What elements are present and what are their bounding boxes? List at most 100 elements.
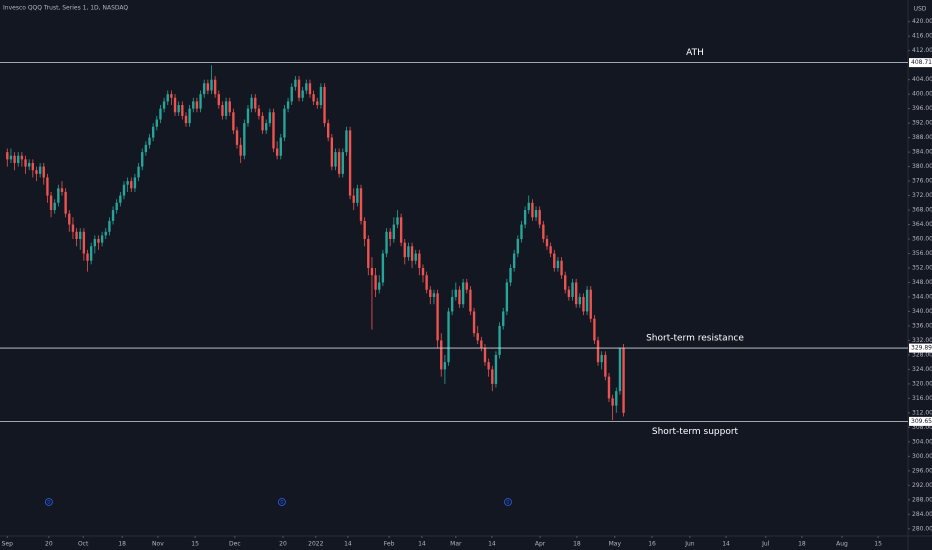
candle-body <box>465 282 468 290</box>
y-tick-label: 376.00 <box>912 178 932 185</box>
candle-body <box>290 86 293 102</box>
candle-body <box>622 347 625 413</box>
y-tick-label: 296.00 <box>912 467 932 474</box>
y-tick-label: 380.00 <box>912 163 932 170</box>
level-price-label: 408.71 <box>911 59 932 66</box>
candle-body <box>133 177 137 189</box>
y-tick-label: 284.00 <box>912 511 932 518</box>
x-tick-label: 15 <box>191 541 199 548</box>
y-tick-label: 356.00 <box>912 250 932 257</box>
y-tick-label: 352.00 <box>912 265 932 272</box>
candle-body <box>49 195 53 211</box>
candle-body <box>27 162 31 167</box>
y-tick-label: 324.00 <box>912 366 932 373</box>
level-price-label: 309.65 <box>911 418 932 425</box>
candle-body <box>378 282 381 290</box>
candle-body <box>151 126 155 138</box>
y-tick-label: 392.00 <box>912 120 932 127</box>
candle-body <box>297 79 301 98</box>
x-tick-label: 2022 <box>308 541 323 548</box>
candle-body <box>305 83 308 91</box>
candle-body <box>545 239 549 247</box>
candle-body <box>520 224 523 240</box>
y-tick-label: 388.00 <box>912 134 932 141</box>
y-tick-label: 320.00 <box>912 380 932 387</box>
level-annotation: ATH <box>686 48 704 58</box>
candle-body <box>480 340 483 348</box>
candle-body <box>421 268 425 276</box>
candle-body <box>192 101 195 109</box>
chart-title: Invesco QQQ Trust, Series 1, 1D, NASDAQ <box>3 5 128 12</box>
candle-body <box>203 83 206 95</box>
level-price-box <box>909 416 932 426</box>
candle-body <box>316 101 319 106</box>
candle-body <box>53 202 56 211</box>
candle-body <box>454 289 458 297</box>
candle-body <box>593 318 596 341</box>
candle-body <box>119 195 122 203</box>
candle-body <box>578 296 581 305</box>
x-tick-label: Apr <box>535 541 546 548</box>
event-marker <box>504 498 512 506</box>
candle-body <box>137 166 140 178</box>
y-tick-label: 304.00 <box>912 438 932 445</box>
y-tick-label: 308.00 <box>912 424 932 431</box>
candle-body <box>374 275 377 290</box>
candle-body <box>512 253 516 268</box>
x-tick-label: Oct <box>78 541 89 548</box>
candle-body <box>9 155 13 160</box>
candle-body <box>279 137 282 156</box>
candle-body <box>104 231 107 236</box>
candle-body <box>407 246 410 258</box>
candle-body <box>458 289 461 305</box>
candle-body <box>461 282 465 305</box>
candle-body <box>399 217 403 243</box>
x-tick-label: Jul <box>761 541 770 548</box>
candle-body <box>97 239 100 243</box>
candle-body <box>108 220 111 232</box>
candle-body <box>235 130 239 145</box>
candle-body <box>228 101 231 113</box>
level-annotation: Short-term support <box>652 427 739 437</box>
candle-body <box>283 108 286 138</box>
candle-body <box>582 296 585 312</box>
level-price-label: 329.89 <box>911 345 932 352</box>
candle-body <box>553 253 556 268</box>
candle-body <box>75 231 78 240</box>
candle-body <box>144 144 148 153</box>
candle-body <box>20 155 24 160</box>
candle-body <box>199 94 202 109</box>
candle-body <box>574 282 578 305</box>
candle-body <box>82 231 86 254</box>
candle-body <box>250 97 253 109</box>
candle-body <box>345 130 348 153</box>
candle-body <box>162 101 166 109</box>
candle-body <box>89 246 93 261</box>
candle-body <box>607 376 611 399</box>
x-tick-label: 20 <box>45 541 53 548</box>
candle-body <box>141 152 144 167</box>
x-tick-label: 15 <box>874 541 882 548</box>
candle-body <box>509 268 512 283</box>
candle-body <box>600 354 603 363</box>
candle-body <box>195 101 199 109</box>
candle-body <box>38 166 42 174</box>
candle-body <box>447 311 450 363</box>
y-tick-label: 288.00 <box>912 496 932 503</box>
x-tick-label: Jun <box>684 541 695 548</box>
y-tick-label: 348.00 <box>912 279 932 286</box>
candle-body <box>275 148 279 156</box>
candle-body <box>31 162 35 171</box>
candle-body <box>46 177 49 196</box>
x-tick-label: Mar <box>450 541 462 548</box>
y-tick-label: 300.00 <box>912 453 932 460</box>
candle-body <box>560 260 563 276</box>
event-label: D <box>47 500 50 505</box>
candle-body <box>429 289 432 297</box>
candle-body <box>356 188 359 203</box>
candle-body <box>564 275 567 290</box>
candle-body <box>272 112 275 149</box>
candle-body <box>618 347 622 392</box>
candle-body <box>35 170 38 174</box>
